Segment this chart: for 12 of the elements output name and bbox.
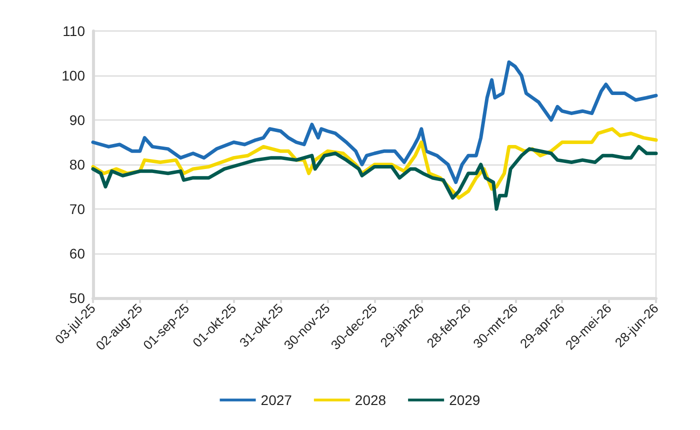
legend-label: 2028 [354, 392, 386, 408]
y-tick-label: 100 [62, 68, 86, 84]
y-tick-label: 60 [69, 246, 86, 262]
line-series [91, 60, 658, 184]
y-tick-label: 90 [69, 112, 86, 128]
y-tick-label: 110 [62, 23, 86, 39]
legend-label: 2029 [449, 392, 480, 408]
y-tick-label: 80 [69, 156, 86, 172]
legend-label: 2027 [260, 392, 292, 408]
line-series [91, 144, 658, 211]
y-tick-label: 50 [69, 290, 86, 306]
y-tick-label: 70 [69, 201, 86, 217]
